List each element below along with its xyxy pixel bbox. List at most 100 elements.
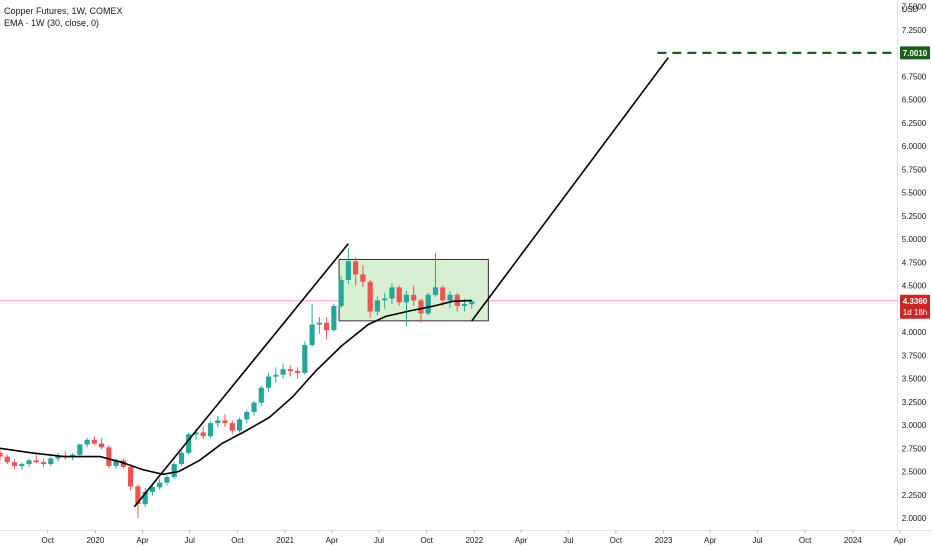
- time-tick-label: 2023: [655, 536, 673, 545]
- trendline[interactable]: [133, 243, 350, 508]
- candle-body: [294, 371, 301, 373]
- candle-body: [193, 432, 199, 435]
- candle: [367, 279, 373, 319]
- candle: [469, 300, 475, 309]
- candle: [33, 454, 39, 464]
- time-tick-label: Oct: [41, 536, 54, 545]
- candle-body: [425, 294, 431, 314]
- price-tick-label: 5.0000: [902, 235, 927, 244]
- candle: [265, 372, 272, 392]
- candle-body: [135, 486, 141, 505]
- candle-body: [316, 322, 322, 325]
- price-tick-label: 6.2500: [902, 119, 927, 128]
- candle: [280, 363, 286, 379]
- time-tick-label: Apr: [136, 536, 149, 545]
- trendlines[interactable]: [133, 57, 669, 508]
- price-tick-label: 2.7500: [902, 444, 927, 453]
- candle-body: [164, 477, 170, 483]
- price-tick-label: 4.0000: [902, 328, 927, 337]
- candle-body: [26, 460, 32, 465]
- indicator-label[interactable]: EMA · 1W (30, close, 0): [4, 18, 100, 28]
- candle-body: [273, 374, 279, 377]
- candle: [396, 285, 402, 306]
- time-tick-label: Jul: [563, 536, 573, 545]
- candle-body: [55, 455, 61, 459]
- candle: [106, 445, 112, 468]
- candle: [309, 304, 315, 347]
- candle-body: [178, 452, 185, 465]
- candle-body: [382, 298, 388, 301]
- candle: [99, 438, 105, 450]
- candle: [19, 462, 25, 470]
- time-axis[interactable]: Oct 2020 Apr Jul Oct 2021 Apr Jul Oct 2022 Apr Jul O…: [41, 530, 907, 545]
- candle: [128, 464, 134, 491]
- candle: [48, 456, 54, 466]
- price-tick-label: 5.5000: [902, 189, 927, 198]
- time-tick-label: Jul: [185, 536, 195, 545]
- candle-body: [106, 447, 112, 466]
- time-tick-label: 2024: [844, 536, 862, 545]
- trendline[interactable]: [471, 57, 669, 322]
- candles: [0, 248, 475, 518]
- price-tick-label: 6.5000: [902, 96, 927, 105]
- candle: [244, 410, 250, 424]
- candle: [331, 304, 337, 332]
- candle: [425, 292, 431, 316]
- candle-body: [447, 294, 453, 301]
- candle-body: [265, 376, 272, 388]
- symbol-title[interactable]: Copper Futures, 1W, COMEX: [4, 6, 123, 16]
- price-tick-label: 6.0000: [902, 142, 927, 151]
- candle: [294, 367, 301, 379]
- candle: [207, 421, 214, 439]
- candle: [91, 436, 97, 446]
- price-tick-label: 2.2500: [902, 491, 927, 500]
- candle: [149, 484, 156, 496]
- candle-body: [461, 304, 468, 306]
- last-price-label: 4.3360: [903, 297, 928, 306]
- ema-line: [0, 299, 472, 476]
- candle: [215, 415, 221, 427]
- candle-body: [251, 402, 257, 412]
- candle-body: [48, 458, 54, 465]
- candle: [403, 291, 410, 327]
- candle: [382, 292, 388, 309]
- candle-body: [19, 464, 25, 466]
- candle-body: [84, 439, 90, 445]
- price-tick-label: 3.7500: [902, 351, 927, 360]
- time-tick-label: 2021: [276, 536, 294, 545]
- candle-body: [171, 464, 177, 478]
- candle-body: [396, 287, 402, 303]
- target-price-badge: 7.0010: [900, 46, 930, 60]
- candle: [178, 451, 185, 466]
- candle-body: [33, 460, 39, 463]
- currency-label: USD: [902, 5, 919, 14]
- time-tick-label: Apr: [894, 536, 907, 545]
- candle-body: [440, 287, 446, 301]
- price-tick-label: 2.0000: [902, 514, 927, 523]
- price-tick-label: 6.7500: [902, 72, 927, 81]
- candle-body: [0, 452, 3, 457]
- price-tick-label: 3.0000: [902, 421, 927, 430]
- price-axis[interactable]: 2.0000 2.2500 2.5000 2.7500 3.0000 3.2500 3.50…: [902, 3, 927, 524]
- chart-legend: Copper Futures, 1W, COMEX EMA · 1W (30, …: [4, 5, 123, 29]
- candle-body: [99, 443, 105, 448]
- candle-body: [338, 279, 344, 306]
- candle: [251, 400, 257, 416]
- candle-body: [403, 294, 410, 303]
- candle-body: [149, 487, 156, 492]
- candle: [258, 385, 264, 407]
- price-tick-label: 4.7500: [902, 258, 927, 267]
- candle-body: [244, 411, 250, 420]
- price-tick-label: 7.2500: [902, 26, 927, 35]
- bar-countdown-label: 1d 18h: [903, 308, 927, 317]
- candle: [77, 443, 83, 457]
- candle-body: [258, 387, 264, 403]
- candle: [11, 459, 18, 469]
- candle-body: [91, 439, 97, 444]
- price-tick-label: 5.7500: [902, 165, 927, 174]
- last-price-badge: 4.3360 1d 18h: [900, 294, 930, 319]
- time-tick-label: Apr: [326, 536, 339, 545]
- candle: [338, 276, 344, 308]
- candle-body: [77, 444, 83, 455]
